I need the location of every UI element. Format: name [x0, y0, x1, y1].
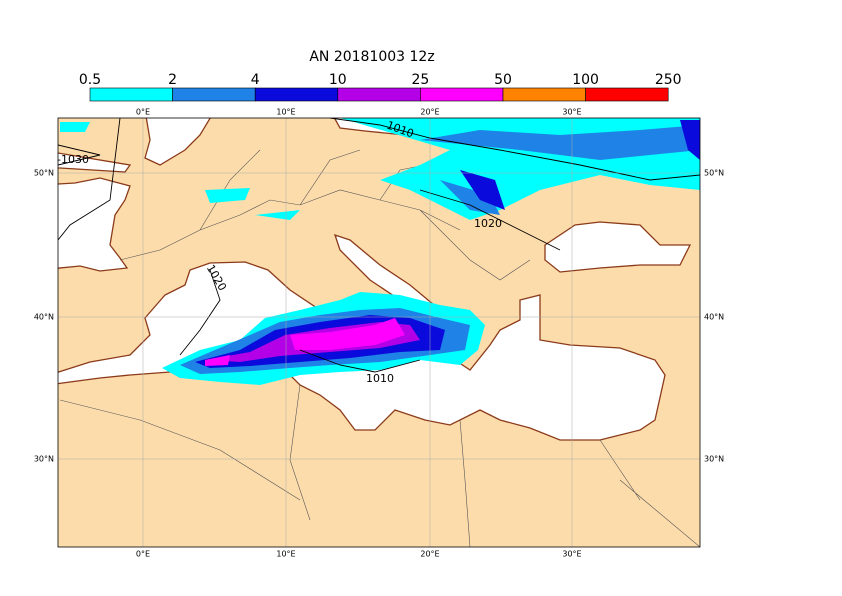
colorbar-segment: [502, 87, 586, 102]
precip-area: [60, 122, 300, 220]
isobar-label: 1010: [366, 372, 394, 385]
lon-label: 30°E: [562, 550, 581, 559]
colorbar-segment: [89, 87, 173, 102]
lon-label: 20°E: [420, 550, 439, 559]
lat-label: 40°N: [34, 313, 54, 322]
lon-label: 10°E: [276, 550, 295, 559]
title: AN 20181003 12z: [309, 49, 434, 65]
lon-label: 20°E: [420, 108, 439, 117]
colorbar-label: 0.5: [79, 72, 101, 88]
isobar: [58, 118, 700, 373]
colorbar-label: 100: [572, 72, 599, 88]
colorbar-segment: [420, 87, 504, 102]
colorbar-label: 25: [411, 72, 429, 88]
colorbar-label: 4: [251, 72, 260, 88]
colorbar-segment: [172, 87, 256, 102]
colorbar-label: 50: [494, 72, 512, 88]
isobar-label: 1020: [474, 217, 502, 230]
precip-area: [205, 318, 405, 366]
lon-label: 0°E: [136, 108, 150, 117]
lat-label: 30°N: [34, 455, 54, 464]
lon-label: 30°E: [562, 108, 581, 117]
colorbar-label: 250: [655, 72, 682, 88]
colorbar-label: 10: [329, 72, 347, 88]
precip-area: [420, 125, 700, 215]
colorbar-segment: [585, 87, 669, 102]
precipitation: [60, 118, 700, 385]
north-sea: [144, 118, 211, 166]
map-area: [58, 118, 700, 547]
lon-label: 10°E: [276, 108, 295, 117]
lat-label: 50°N: [34, 169, 54, 178]
lat-label: 40°N: [704, 313, 724, 322]
isobar-label: -1030: [57, 153, 89, 166]
lat-label: 30°N: [704, 455, 724, 464]
precip-area: [460, 120, 700, 210]
lat-label: 50°N: [704, 169, 724, 178]
lon-label: 0°E: [136, 550, 150, 559]
map-frame: [57, 117, 701, 548]
colorbar-label: 2: [168, 72, 177, 88]
black-sea: [544, 221, 692, 273]
colorbar-segment: [337, 87, 421, 102]
colorbar-segment: [254, 87, 339, 102]
